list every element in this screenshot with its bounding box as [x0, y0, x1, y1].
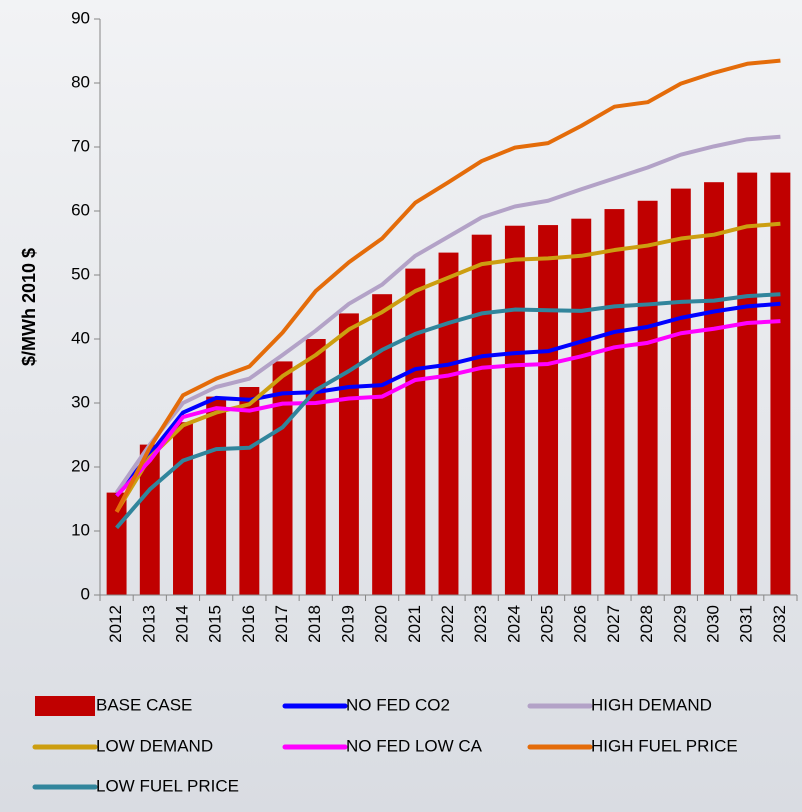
bar [372, 294, 393, 595]
bar [704, 182, 724, 595]
bar [670, 188, 691, 595]
legend-label: BASE CASE [96, 695, 192, 714]
x-tick-label: 2017 [272, 605, 291, 643]
y-tick-label: 0 [81, 584, 90, 603]
x-tick-label: 2019 [338, 605, 357, 643]
bar [206, 396, 227, 595]
y-tick-label: 90 [71, 8, 90, 27]
bar [405, 268, 426, 595]
bar [770, 172, 791, 595]
bar [139, 444, 160, 595]
legend-label: NO FED CO2 [346, 695, 450, 714]
x-tick-label: 2031 [737, 605, 756, 643]
legend-label: LOW FUEL PRICE [96, 776, 239, 795]
line [115, 301, 781, 498]
line [115, 319, 781, 498]
bar [173, 422, 193, 595]
x-tick-label: 2023 [471, 605, 490, 643]
y-tick-label: 40 [71, 328, 90, 347]
y-tick-label: 50 [71, 264, 90, 283]
x-tick-label: 2015 [206, 605, 225, 643]
x-tick-label: 2013 [139, 605, 158, 643]
y-tick-label: 20 [71, 456, 90, 475]
x-tick-label: 2020 [372, 605, 391, 643]
x-tick-label: 2029 [670, 605, 689, 643]
bar [538, 225, 559, 595]
x-tick-label: 2028 [637, 605, 656, 643]
x-tick-label: 2026 [571, 605, 590, 643]
bar [239, 387, 260, 595]
x-tick-label: 2016 [239, 605, 258, 643]
bar [604, 209, 625, 595]
x-tick-label: 2021 [405, 605, 424, 643]
bar [438, 252, 459, 595]
bar [305, 339, 326, 595]
bar [637, 200, 658, 595]
y-tick-label: 60 [71, 200, 90, 219]
y-tick-label: 80 [71, 72, 90, 91]
x-tick-label: 2030 [704, 605, 723, 643]
bar [106, 492, 127, 595]
bar [571, 218, 592, 595]
legend-label: LOW DEMAND [96, 736, 213, 755]
y-tick-label: 30 [71, 392, 90, 411]
bar [504, 225, 525, 595]
x-tick-label: 2014 [172, 605, 191, 643]
y-tick-label: 10 [71, 520, 90, 539]
x-tick-label: 2018 [305, 605, 324, 643]
legend-label: HIGH DEMAND [591, 695, 712, 714]
legend-swatch [35, 696, 95, 716]
legend-label: NO FED LOW CA [346, 736, 483, 755]
x-tick-label: 2032 [770, 605, 789, 643]
x-tick-label: 2012 [106, 605, 125, 643]
line [115, 292, 781, 530]
y-axis-label: $/MWh 2010 $ [19, 248, 39, 366]
bar [471, 234, 492, 595]
line [114, 58, 781, 513]
x-tick-label: 2025 [538, 605, 557, 643]
x-tick-label: 2024 [504, 605, 523, 643]
line [114, 134, 781, 494]
x-tick-label: 2027 [604, 605, 623, 643]
legend-label: HIGH FUEL PRICE [591, 736, 738, 755]
x-tick-label: 2022 [438, 605, 457, 643]
y-tick-label: 70 [71, 136, 90, 155]
bar [338, 313, 359, 595]
bar [737, 172, 758, 595]
